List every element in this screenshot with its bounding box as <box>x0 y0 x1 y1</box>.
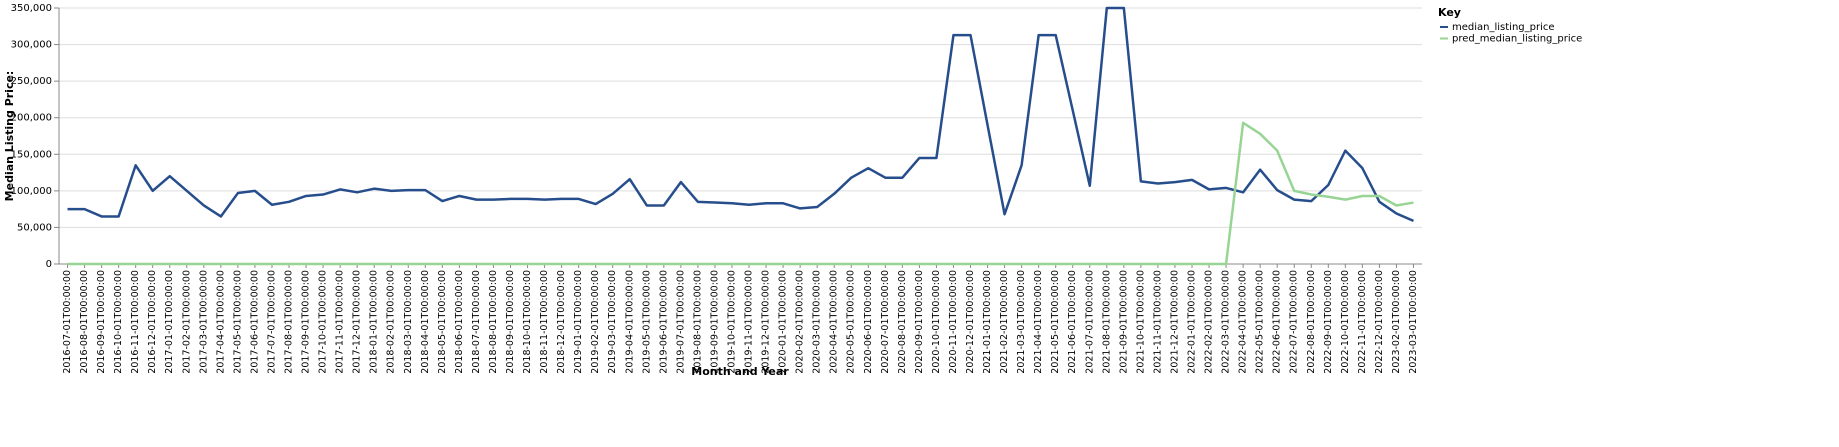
x-tick-label: 2020-08-01T00:00:00 <box>897 270 908 374</box>
x-tick-label: 2017-02-01T00:00:00 <box>181 270 192 374</box>
x-tick-label: 2017-12-01T00:00:00 <box>352 270 363 374</box>
x-tick-label: 2018-08-01T00:00:00 <box>488 270 499 374</box>
x-tick-label: 2019-05-01T00:00:00 <box>641 270 652 374</box>
x-tick-label: 2021-03-01T00:00:00 <box>1016 270 1027 374</box>
x-tick-label: 2020-05-01T00:00:00 <box>846 270 857 374</box>
x-tick-label: 2019-02-01T00:00:00 <box>590 270 601 374</box>
x-tick-label: 2019-07-01T00:00:00 <box>675 270 686 374</box>
x-tick-label: 2022-07-01T00:00:00 <box>1289 270 1300 374</box>
x-tick-label: 2021-11-01T00:00:00 <box>1152 270 1163 374</box>
x-tick-label: 2018-06-01T00:00:00 <box>454 270 465 374</box>
legend-title: Key <box>1438 6 1461 19</box>
y-tick-label: 50,000 <box>17 222 52 233</box>
x-tick-label: 2017-03-01T00:00:00 <box>198 270 209 374</box>
x-tick-label: 2021-12-01T00:00:00 <box>1169 270 1180 374</box>
x-tick-label: 2017-08-01T00:00:00 <box>284 270 295 374</box>
x-tick-label: 2020-03-01T00:00:00 <box>812 270 823 374</box>
x-tick-label: 2017-07-01T00:00:00 <box>266 270 277 374</box>
x-tick-label: 2021-01-01T00:00:00 <box>982 270 993 374</box>
x-tick-label: 2019-06-01T00:00:00 <box>658 270 669 374</box>
x-tick-label: 2018-07-01T00:00:00 <box>471 270 482 374</box>
x-tick-label: 2019-12-01T00:00:00 <box>761 270 772 374</box>
x-tick-label: 2016-10-01T00:00:00 <box>113 270 124 374</box>
x-tick-label: 2017-09-01T00:00:00 <box>301 270 312 374</box>
x-tick-label: 2023-03-01T00:00:00 <box>1408 270 1419 374</box>
x-tick-label: 2018-09-01T00:00:00 <box>505 270 516 374</box>
x-tick-label: 2021-09-01T00:00:00 <box>1118 270 1129 374</box>
x-tick-label: 2019-01-01T00:00:00 <box>573 270 584 374</box>
y-tick-label: 100,000 <box>11 186 52 197</box>
x-tick-label: 2022-02-01T00:00:00 <box>1204 270 1215 374</box>
data-line <box>67 6 1414 222</box>
legend-label: pred_median_listing_price <box>1452 34 1582 45</box>
x-tick-label: 2019-11-01T00:00:00 <box>744 270 755 374</box>
x-tick-label: 2022-12-01T00:00:00 <box>1374 270 1385 374</box>
x-tick-label: 2021-10-01T00:00:00 <box>1135 270 1146 374</box>
x-tick-label: 2018-12-01T00:00:00 <box>556 270 567 374</box>
x-tick-label: 2018-11-01T00:00:00 <box>539 270 550 374</box>
x-axis-title: Month and Year <box>691 365 789 378</box>
x-tick-label: 2016-07-01T00:00:00 <box>62 270 73 374</box>
x-tick-label: 2020-04-01T00:00:00 <box>829 270 840 374</box>
x-tick-label: 2017-05-01T00:00:00 <box>232 270 243 374</box>
x-tick-label: 2018-02-01T00:00:00 <box>386 270 397 374</box>
x-tick-label: 2017-10-01T00:00:00 <box>318 270 329 374</box>
x-tick-label: 2022-05-01T00:00:00 <box>1255 270 1266 374</box>
x-tick-label: 2016-08-01T00:00:00 <box>79 270 90 374</box>
x-tick-label: 2023-02-01T00:00:00 <box>1391 270 1402 374</box>
x-tick-label: 2022-03-01T00:00:00 <box>1221 270 1232 374</box>
x-tick-label: 2021-02-01T00:00:00 <box>999 270 1010 374</box>
x-tick-label: 2021-06-01T00:00:00 <box>1067 270 1078 374</box>
x-tick-label: 2018-04-01T00:00:00 <box>420 270 431 374</box>
legend-label: median_listing_price <box>1452 22 1555 33</box>
x-tick-label: 2020-01-01T00:00:00 <box>778 270 789 374</box>
y-tick-label: 0 <box>46 259 52 270</box>
x-tick-label: 2020-09-01T00:00:00 <box>914 270 925 374</box>
x-tick-label: 2022-10-01T00:00:00 <box>1340 270 1351 374</box>
x-tick-label: 2022-04-01T00:00:00 <box>1238 270 1249 374</box>
x-tick-label: 2019-03-01T00:00:00 <box>607 270 618 374</box>
x-tick-label: 2019-10-01T00:00:00 <box>726 270 737 374</box>
y-tick-label: 300,000 <box>11 40 52 51</box>
x-tick-label: 2018-05-01T00:00:00 <box>437 270 448 374</box>
y-axis-title: Median Listing Price: <box>3 71 16 202</box>
x-tick-label: 2016-09-01T00:00:00 <box>96 270 107 374</box>
x-tick-label: 2017-06-01T00:00:00 <box>249 270 260 374</box>
data-line <box>67 121 1414 266</box>
x-tick-label: 2018-01-01T00:00:00 <box>369 270 380 374</box>
x-tick-label: 2022-06-01T00:00:00 <box>1272 270 1283 374</box>
y-tick-label: 350,000 <box>11 3 52 14</box>
x-tick-label: 2016-12-01T00:00:00 <box>147 270 158 374</box>
x-tick-label: 2022-09-01T00:00:00 <box>1323 270 1334 374</box>
y-tick-label: 250,000 <box>11 76 52 87</box>
y-tick-label: 200,000 <box>11 113 52 124</box>
x-tick-label: 2020-06-01T00:00:00 <box>863 270 874 374</box>
x-tick-label: 2021-04-01T00:00:00 <box>1033 270 1044 374</box>
x-tick-label: 2020-10-01T00:00:00 <box>931 270 942 374</box>
x-tick-label: 2020-02-01T00:00:00 <box>795 270 806 374</box>
x-tick-label: 2017-11-01T00:00:00 <box>335 270 346 374</box>
x-tick-label: 2020-12-01T00:00:00 <box>965 270 976 374</box>
x-tick-label: 2017-01-01T00:00:00 <box>164 270 175 374</box>
x-tick-label: 2016-11-01T00:00:00 <box>130 270 141 374</box>
x-tick-label: 2017-04-01T00:00:00 <box>215 270 226 374</box>
x-tick-label: 2022-01-01T00:00:00 <box>1186 270 1197 374</box>
x-tick-label: 2022-08-01T00:00:00 <box>1306 270 1317 374</box>
x-tick-label: 2018-10-01T00:00:00 <box>522 270 533 374</box>
x-tick-label: 2020-11-01T00:00:00 <box>948 270 959 374</box>
x-tick-label: 2019-04-01T00:00:00 <box>624 270 635 374</box>
x-tick-label: 2021-07-01T00:00:00 <box>1084 270 1095 374</box>
x-tick-label: 2020-07-01T00:00:00 <box>880 270 891 374</box>
x-tick-label: 2021-05-01T00:00:00 <box>1050 270 1061 374</box>
x-tick-label: 2019-09-01T00:00:00 <box>709 270 720 374</box>
x-tick-label: 2022-11-01T00:00:00 <box>1357 270 1368 374</box>
x-tick-label: 2019-08-01T00:00:00 <box>692 270 703 374</box>
x-tick-label: 2018-03-01T00:00:00 <box>403 270 414 374</box>
x-tick-label: 2021-08-01T00:00:00 <box>1101 270 1112 374</box>
y-tick-label: 150,000 <box>11 149 52 160</box>
